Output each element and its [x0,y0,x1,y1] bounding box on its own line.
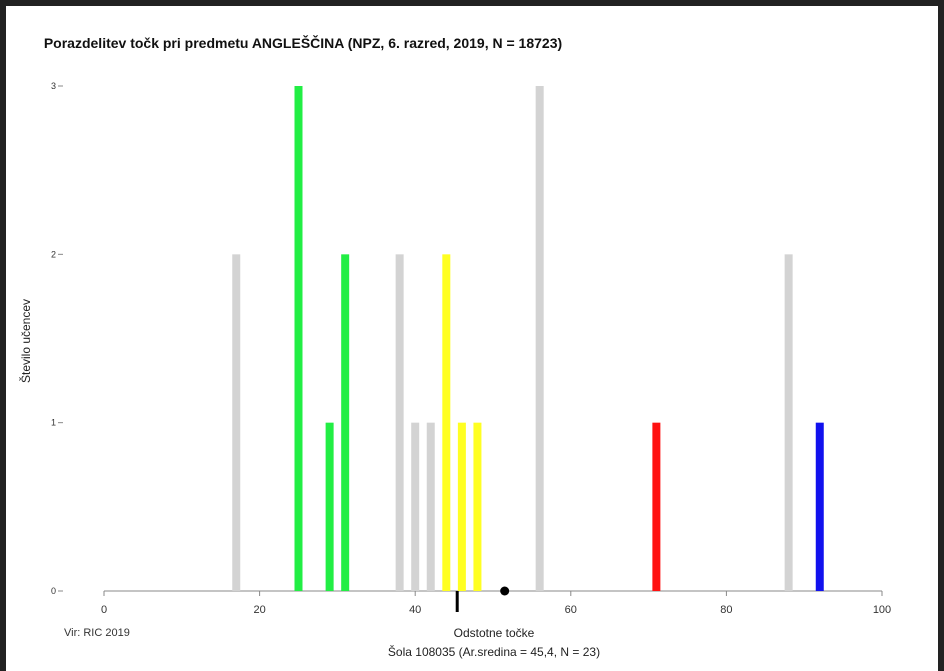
chart-title: Porazdelitev točk pri predmetu ANGLEŠČIN… [44,34,562,51]
dot-marker [500,586,510,596]
bar [473,422,482,591]
x-tick-label: 60 [565,604,577,616]
source-note: Vir: RIC 2019 [64,627,130,639]
y-tick-label: 0 [51,586,56,596]
bar [325,422,334,591]
bar [426,422,435,591]
x-tick-label: 40 [409,604,421,616]
y-tick-label: 3 [51,81,56,91]
x-tick-label: 0 [101,604,107,616]
histogram-chart: Porazdelitev točk pri predmetu ANGLEŠČIN… [18,34,891,659]
markers [455,586,510,612]
y-tick-label: 2 [51,249,56,259]
bar [457,422,466,591]
bar [784,254,793,592]
axes: 0 20 40 60 80 100 0 1 2 3 [51,81,891,616]
x-axis-label: Odstotne točke [454,626,535,640]
bar [535,86,544,591]
bar [442,254,451,592]
bars [232,86,824,592]
y-tick-label: 1 [51,418,56,428]
y-axis-label: Število učencev [18,299,33,383]
x-tick-label: 80 [720,604,732,616]
bar [395,254,404,592]
chart-subtitle: Šola 108035 (Ar.sredina = 45,4, N = 23) [388,644,600,659]
bar [341,254,350,592]
bar [815,422,824,591]
bar [232,254,241,592]
bar [652,422,661,591]
bar [294,86,303,591]
x-tick-label: 20 [253,604,265,616]
x-tick-label: 100 [873,604,891,616]
bar [411,422,420,591]
chart-frame: Porazdelitev točk pri predmetu ANGLEŠČIN… [6,6,938,671]
